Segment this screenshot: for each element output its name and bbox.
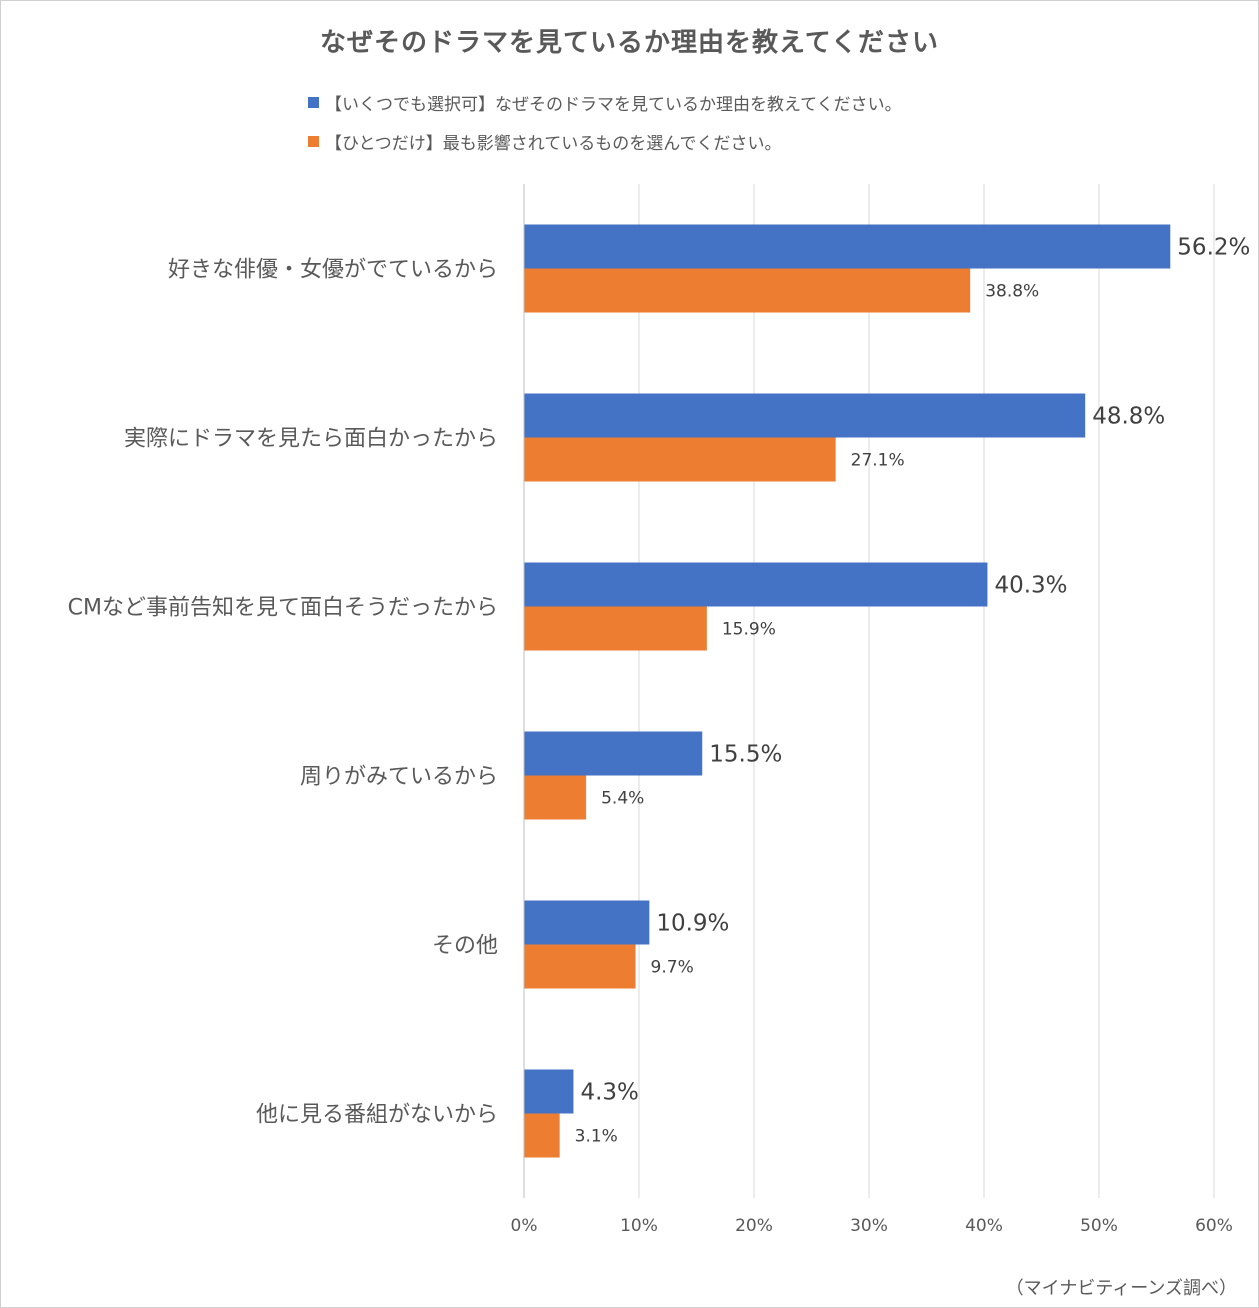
x-tick-label-50: 50%	[1080, 1216, 1118, 1236]
data-label-single-3: 15.9%	[722, 620, 776, 640]
x-tick-label-0: 0%	[511, 1216, 538, 1236]
legend-item-multi: 【いくつでも選択可】なぜそのドラマを見ているか理由を教えてください。	[308, 92, 902, 115]
source-note: （マイナビティーンズ調べ）	[1005, 1278, 1237, 1299]
data-label-multi-4: 15.5%	[709, 742, 782, 768]
data-label-multi-3: 40.3%	[994, 573, 1067, 599]
bar-single-2	[524, 437, 836, 482]
bar-single-3	[524, 606, 707, 651]
bar-multi-5	[524, 900, 650, 945]
bar-single-6	[524, 1113, 560, 1158]
x-tick-label-30: 30%	[850, 1216, 888, 1236]
legend-swatch-single	[308, 135, 319, 147]
data-label-multi-1: 56.2%	[1177, 235, 1250, 261]
bar-single-4	[524, 775, 587, 820]
data-label-multi-2: 48.8%	[1092, 404, 1165, 430]
bar-single-5	[524, 944, 636, 989]
data-label-multi-5: 10.9%	[656, 911, 729, 937]
category-label-1: 好きな俳優・女優がでているから	[168, 258, 498, 283]
legend-swatch-multi	[308, 96, 319, 108]
bar-multi-3	[524, 562, 988, 607]
x-tick-label-10: 10%	[620, 1216, 658, 1236]
category-label-3: CMなど事前告知を見て面白そうだったから	[68, 596, 498, 621]
bar-multi-2	[524, 393, 1086, 438]
data-label-single-4: 5.4%	[601, 789, 644, 809]
bar-single-1	[524, 268, 971, 313]
x-tick-label-40: 40%	[965, 1216, 1003, 1236]
bar-multi-1	[524, 224, 1171, 269]
bar-multi-4	[524, 731, 703, 776]
data-label-single-5: 9.7%	[651, 958, 694, 978]
data-label-multi-6: 4.3%	[580, 1080, 638, 1106]
category-label-6: 他に見る番組がないから	[256, 1103, 498, 1128]
bar-multi-6	[524, 1069, 574, 1114]
chart-title: なぜそのドラマを見ているか理由を教えてください	[320, 28, 939, 58]
data-label-single-6: 3.1%	[575, 1127, 618, 1147]
legend-label-single: 【ひとつだけ】最も影響されているものを選んでください。	[325, 133, 782, 154]
x-tick-label-20: 20%	[735, 1216, 773, 1236]
category-label-2: 実際にドラマを見たら面白かったから	[124, 427, 498, 452]
data-label-single-1: 38.8%	[985, 282, 1039, 302]
category-label-5: その他	[432, 934, 498, 959]
data-label-single-2: 27.1%	[851, 451, 905, 471]
legend-item-single: 【ひとつだけ】最も影響されているものを選んでください。	[308, 131, 782, 154]
category-label-4: 周りがみているから	[300, 765, 498, 790]
x-tick-label-60: 60%	[1195, 1216, 1233, 1236]
legend-label-multi: 【いくつでも選択可】なぜそのドラマを見ているか理由を教えてください。	[325, 94, 902, 115]
